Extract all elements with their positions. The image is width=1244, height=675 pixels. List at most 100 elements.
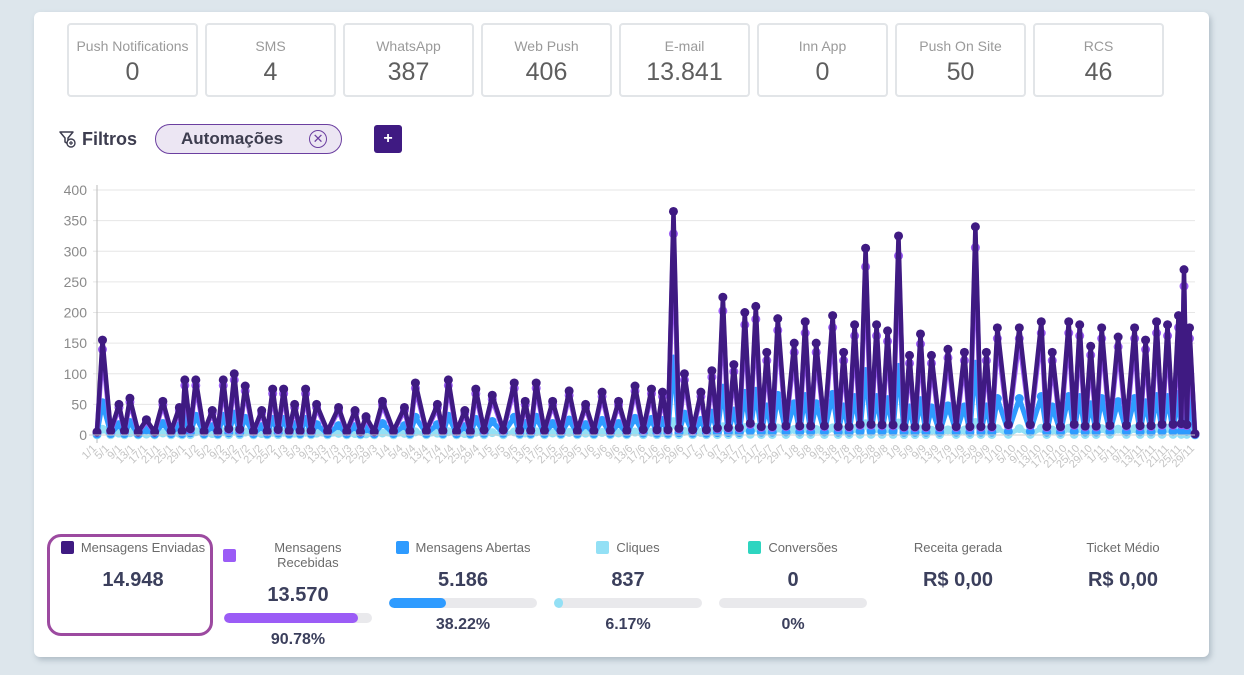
data-point[interactable] xyxy=(361,412,371,422)
data-point[interactable] xyxy=(284,426,294,436)
data-point[interactable] xyxy=(432,399,442,409)
data-point[interactable] xyxy=(1174,311,1184,321)
data-point[interactable] xyxy=(235,424,245,434)
data-point[interactable] xyxy=(185,424,195,434)
data-point[interactable] xyxy=(899,422,909,432)
channel-card-inn-app[interactable]: Inn App 0 xyxy=(757,23,888,97)
data-point[interactable] xyxy=(597,387,607,397)
data-point[interactable] xyxy=(1014,424,1024,434)
channel-card-email[interactable]: E-mail 13.841 xyxy=(619,23,750,97)
data-point[interactable] xyxy=(1182,420,1192,430)
data-point[interactable] xyxy=(1113,424,1123,434)
data-point[interactable] xyxy=(688,425,698,435)
data-point[interactable] xyxy=(762,347,772,357)
data-point[interactable] xyxy=(701,425,711,435)
data-point[interactable] xyxy=(421,426,431,436)
data-point[interactable] xyxy=(1105,420,1115,430)
data-point[interactable] xyxy=(767,422,777,432)
data-point[interactable] xyxy=(910,422,920,432)
data-point[interactable] xyxy=(1055,422,1065,432)
data-point[interactable] xyxy=(828,311,838,321)
data-point[interactable] xyxy=(951,422,961,432)
data-point[interactable] xyxy=(855,419,865,429)
data-point[interactable] xyxy=(1146,421,1156,431)
data-point[interactable] xyxy=(248,426,258,436)
data-point[interactable] xyxy=(1135,421,1145,431)
data-point[interactable] xyxy=(1064,317,1074,327)
data-point[interactable] xyxy=(987,422,997,432)
data-point[interactable] xyxy=(668,206,678,216)
data-point[interactable] xyxy=(531,378,541,388)
data-point[interactable] xyxy=(630,427,640,437)
data-point[interactable] xyxy=(1014,394,1024,404)
data-point[interactable] xyxy=(992,323,1002,333)
data-point[interactable] xyxy=(158,396,168,406)
channel-card-web-push[interactable]: Web Push 406 xyxy=(481,23,612,97)
data-point[interactable] xyxy=(520,396,530,406)
data-point[interactable] xyxy=(1091,421,1101,431)
data-point[interactable] xyxy=(224,424,234,434)
stat-cliques[interactable]: Cliques 837 6.17% xyxy=(553,540,703,634)
data-point[interactable] xyxy=(1069,419,1079,429)
data-point[interactable] xyxy=(663,425,673,435)
data-point[interactable] xyxy=(970,222,980,232)
data-point[interactable] xyxy=(1080,421,1090,431)
data-point[interactable] xyxy=(218,375,228,385)
data-point[interactable] xyxy=(1130,323,1140,333)
data-point[interactable] xyxy=(114,399,124,409)
stat-mensagens-enviadas[interactable]: Mensagens Enviadas 14.948 xyxy=(58,540,208,592)
data-point[interactable] xyxy=(905,350,915,360)
data-point[interactable] xyxy=(564,386,574,396)
data-point[interactable] xyxy=(800,317,810,327)
data-point[interactable] xyxy=(334,421,344,431)
data-point[interactable] xyxy=(405,426,415,436)
data-point[interactable] xyxy=(438,426,448,436)
data-point[interactable] xyxy=(334,402,344,412)
data-point[interactable] xyxy=(696,387,706,397)
data-point[interactable] xyxy=(1163,320,1173,330)
data-point[interactable] xyxy=(866,419,876,429)
data-point[interactable] xyxy=(180,375,190,385)
data-point[interactable] xyxy=(1168,419,1178,429)
data-point[interactable] xyxy=(597,415,607,425)
data-point[interactable] xyxy=(279,384,289,394)
data-point[interactable] xyxy=(811,338,821,348)
data-point[interactable] xyxy=(839,347,849,357)
data-point[interactable] xyxy=(295,426,305,436)
data-point[interactable] xyxy=(125,393,135,403)
data-point[interactable] xyxy=(795,421,805,431)
data-point[interactable] xyxy=(1025,420,1035,430)
data-point[interactable] xyxy=(526,425,536,435)
data-point[interactable] xyxy=(581,399,591,409)
data-point[interactable] xyxy=(369,427,379,437)
data-point[interactable] xyxy=(1003,420,1013,430)
data-point[interactable] xyxy=(1036,317,1046,327)
data-point[interactable] xyxy=(548,419,558,429)
data-point[interactable] xyxy=(819,421,829,431)
data-point[interactable] xyxy=(158,419,168,429)
data-point[interactable] xyxy=(410,378,420,388)
data-point[interactable] xyxy=(965,422,975,432)
data-point[interactable] xyxy=(572,426,582,436)
data-point[interactable] xyxy=(268,384,278,394)
data-point[interactable] xyxy=(916,329,925,339)
data-point[interactable] xyxy=(498,425,508,435)
data-point[interactable] xyxy=(921,422,931,432)
data-point[interactable] xyxy=(356,427,366,437)
data-point[interactable] xyxy=(1113,332,1123,342)
channel-card-sms[interactable]: SMS 4 xyxy=(205,23,336,97)
data-point[interactable] xyxy=(712,423,722,433)
data-point[interactable] xyxy=(273,424,283,434)
data-point[interactable] xyxy=(452,426,462,436)
data-point[interactable] xyxy=(388,426,398,436)
data-point[interactable] xyxy=(888,420,898,430)
data-point[interactable] xyxy=(781,421,791,431)
data-point[interactable] xyxy=(877,420,887,430)
data-point[interactable] xyxy=(1042,422,1052,432)
data-point[interactable] xyxy=(850,320,860,330)
data-point[interactable] xyxy=(166,426,176,436)
data-point[interactable] xyxy=(806,421,816,431)
data-point[interactable] xyxy=(312,399,322,409)
data-point[interactable] xyxy=(213,426,223,436)
data-point[interactable] xyxy=(479,425,489,435)
